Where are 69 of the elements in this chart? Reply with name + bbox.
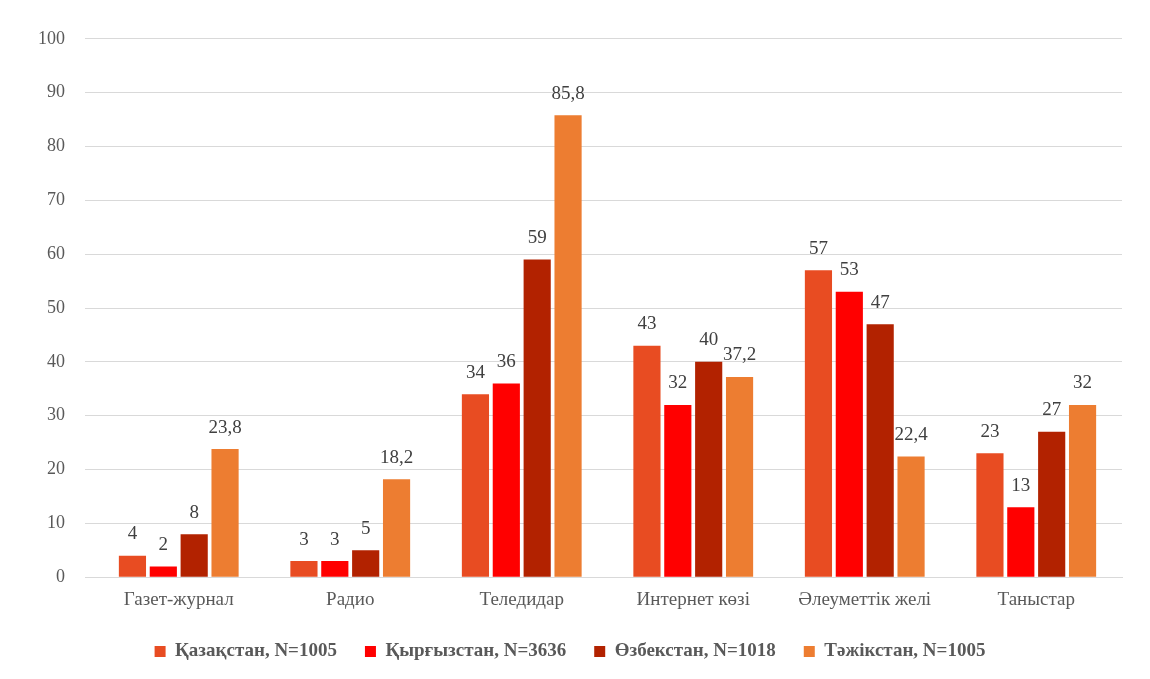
legend-label: Қырғызстан, N=3636	[385, 639, 567, 661]
data-label: 47	[870, 290, 890, 312]
bar	[897, 456, 925, 577]
bar	[382, 479, 411, 577]
x-tick-label: Таныстар	[997, 587, 1075, 609]
bar	[523, 259, 551, 577]
data-label: 43	[637, 312, 657, 334]
y-tick-label: 40	[47, 350, 65, 371]
bar	[290, 561, 318, 577]
data-label: 22,4	[894, 423, 929, 445]
bar	[352, 550, 380, 577]
x-tick-label: Интернет көзі	[636, 587, 750, 609]
data-label: 57	[808, 236, 828, 258]
bar	[118, 555, 147, 577]
bar	[554, 115, 582, 577]
bar	[664, 404, 692, 577]
x-tick-label: Газет-журнал	[123, 587, 235, 609]
data-label: 8	[189, 500, 199, 522]
bar	[211, 449, 239, 577]
data-label: 34	[465, 360, 486, 382]
data-label: 4	[127, 522, 138, 544]
bar	[1038, 431, 1066, 577]
data-label: 32	[1073, 371, 1093, 393]
data-label: 40	[699, 328, 719, 350]
data-label: 32	[668, 371, 688, 393]
y-tick-label: 20	[47, 458, 65, 479]
y-tick-label: 50	[47, 296, 65, 317]
bar	[149, 566, 177, 577]
legend-label: Тәжікстан, N=1005	[824, 639, 986, 661]
data-label: 23,8	[208, 415, 242, 437]
x-tick-label: Радио	[326, 587, 375, 609]
bar	[866, 324, 894, 577]
data-label: 53	[839, 258, 859, 280]
data-label: 27	[1042, 398, 1062, 420]
bar	[461, 394, 490, 577]
data-label: 5	[360, 516, 371, 538]
y-tick-label: 100	[38, 27, 65, 48]
bar	[976, 453, 1004, 577]
y-tick-label: 60	[47, 242, 65, 263]
data-label: 13	[1011, 473, 1031, 495]
y-tick-label: 0	[56, 565, 65, 586]
data-label: 37,2	[722, 343, 757, 365]
data-label: 23	[980, 419, 1000, 441]
x-tick-label: Теледидар	[479, 587, 564, 609]
y-tick-label: 30	[47, 404, 65, 425]
bar	[1007, 507, 1035, 577]
data-label: 59	[527, 226, 547, 248]
bar	[633, 345, 661, 577]
bar	[835, 291, 863, 577]
bar	[492, 383, 520, 577]
data-label: 2	[158, 532, 169, 554]
bar	[695, 361, 723, 577]
data-label: 3	[299, 527, 309, 549]
y-tick-label: 80	[47, 135, 65, 156]
y-tick-label: 70	[47, 189, 65, 210]
y-tick-label: 10	[47, 512, 65, 533]
bar	[180, 534, 208, 577]
y-tick-label: 90	[47, 81, 65, 102]
data-label: 3	[330, 527, 340, 549]
data-label: 85,8	[551, 81, 585, 103]
bar	[725, 376, 754, 577]
data-label: 36	[496, 349, 516, 371]
bar	[804, 270, 833, 577]
legend-label: Қазақстан, N=1005	[175, 639, 337, 661]
legend-label: Өзбекстан, N=1018	[614, 639, 776, 661]
x-tick-label: Әлеуметтік желі	[798, 587, 932, 609]
bar	[321, 561, 349, 577]
bar	[1068, 404, 1097, 577]
data-label: 18,2	[379, 445, 414, 467]
